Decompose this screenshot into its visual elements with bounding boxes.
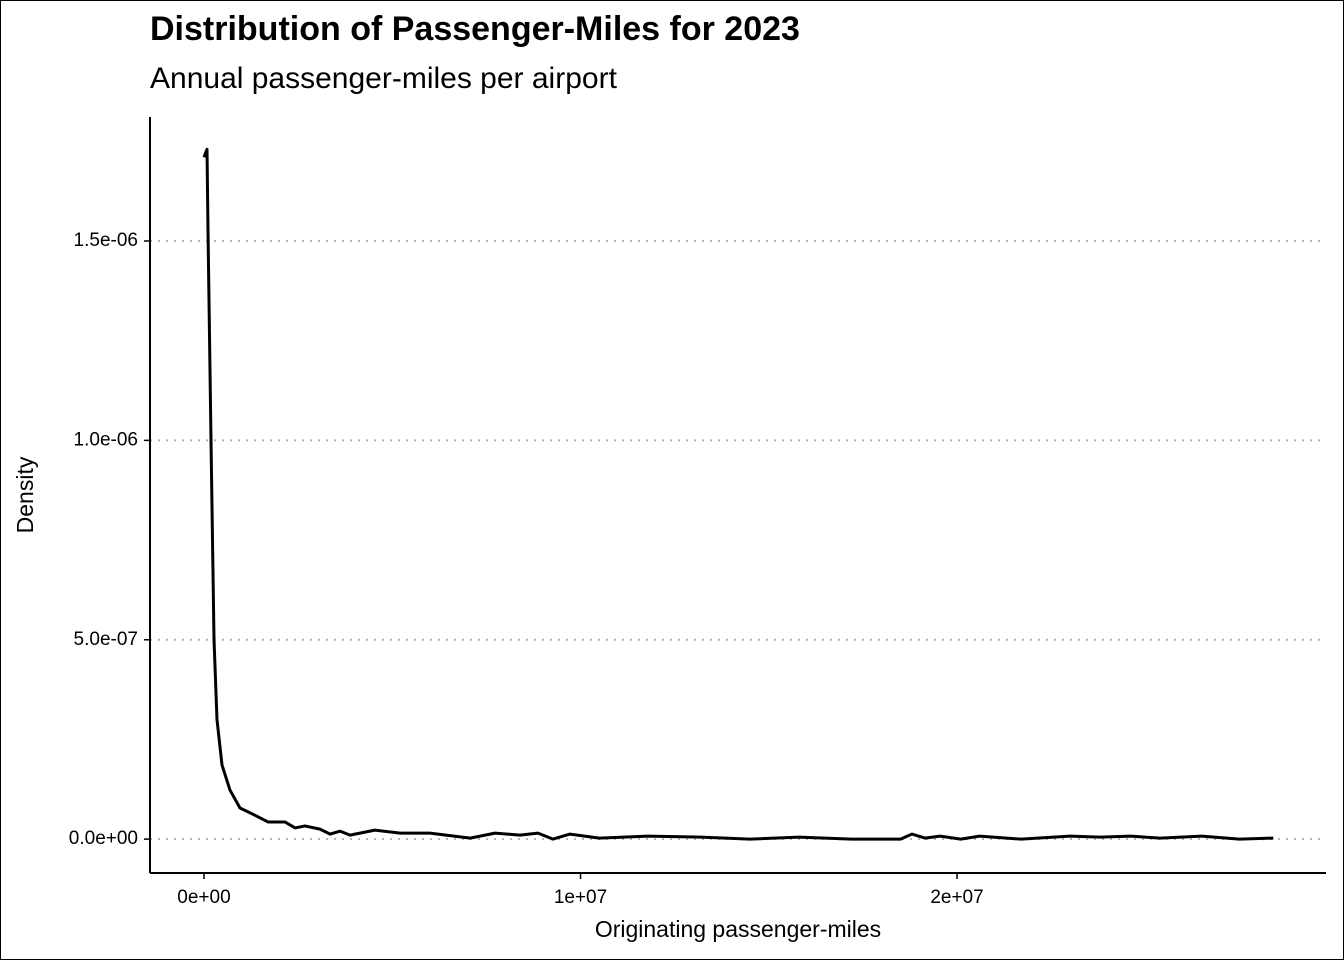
x-tick-label: 1e+07 <box>554 887 607 908</box>
x-tick-label: 0e+00 <box>177 887 230 908</box>
y-tick-label: 1.5e-06 <box>74 230 138 251</box>
x-axis-title: Originating passenger-miles <box>595 916 881 942</box>
y-axis-title: Density <box>12 456 38 533</box>
density-line <box>202 147 1274 841</box>
y-tick-label: 0.0e+00 <box>69 828 138 849</box>
chart-title: Distribution of Passenger-Miles for 2023 <box>150 10 800 48</box>
y-tick-label: 1.0e-06 <box>74 429 138 450</box>
y-tick-label: 5.0e-07 <box>74 629 138 650</box>
x-tick-label: 2e+07 <box>930 887 983 908</box>
chart-subtitle: Annual passenger-miles per airport <box>150 62 618 95</box>
